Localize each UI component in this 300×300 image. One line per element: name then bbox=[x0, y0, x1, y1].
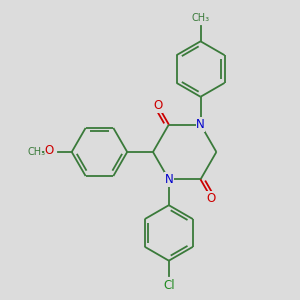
Text: O: O bbox=[45, 145, 54, 158]
Text: N: N bbox=[196, 118, 205, 131]
Text: N: N bbox=[164, 173, 173, 186]
Text: O: O bbox=[153, 99, 163, 112]
Text: CH₃: CH₃ bbox=[27, 147, 45, 157]
Text: O: O bbox=[207, 192, 216, 205]
Text: Cl: Cl bbox=[163, 278, 175, 292]
Text: CH₃: CH₃ bbox=[191, 14, 210, 23]
